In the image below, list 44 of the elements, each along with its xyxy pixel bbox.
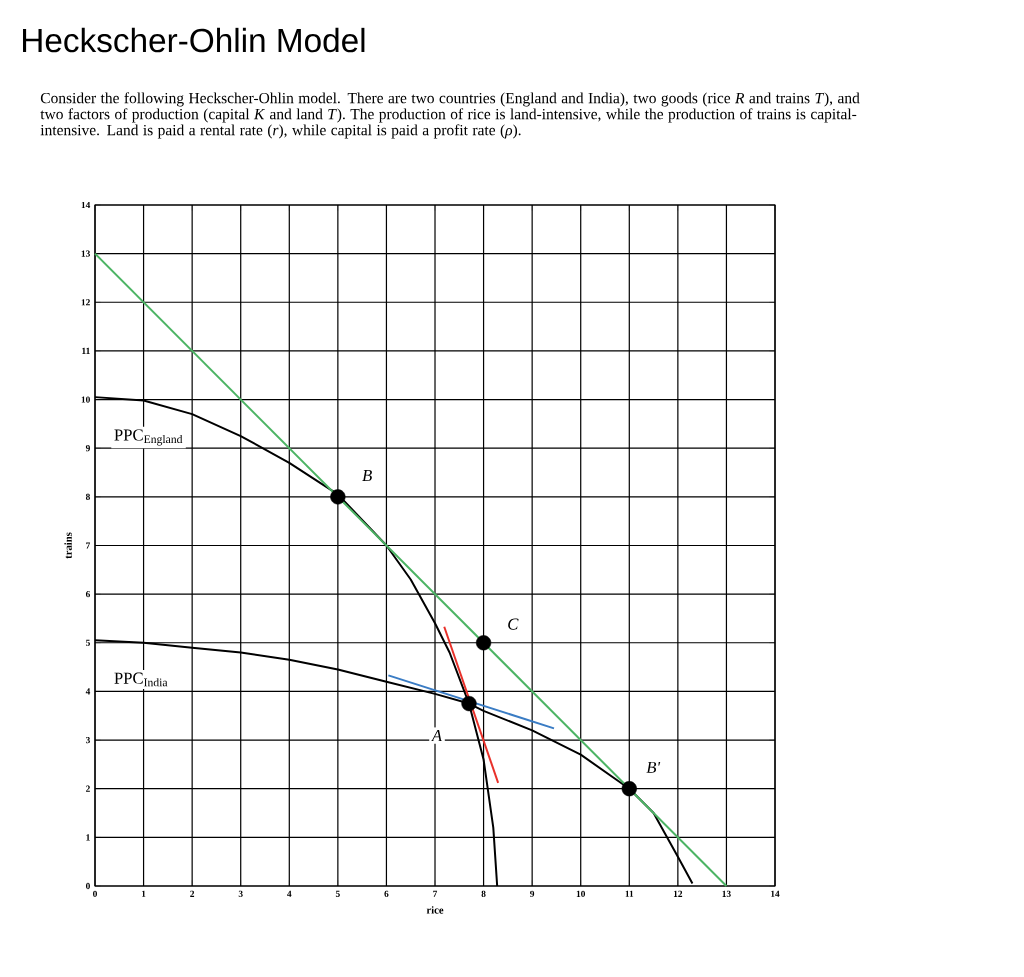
x-tick-label: 6 <box>384 890 389 897</box>
x-tick-label: 2 <box>190 890 195 897</box>
point <box>475 635 492 651</box>
y-tick-label: 2 <box>86 785 90 792</box>
y-tick-label: 1 <box>86 834 90 841</box>
x-tick-label: 1 <box>142 890 146 897</box>
y-tick-label: 9 <box>85 445 90 452</box>
y-tick-label: 3 <box>85 736 90 744</box>
x-tick-label: 10 <box>576 890 586 897</box>
x-tick-label: 14 <box>771 890 780 897</box>
series-label: PPC$_{India}$ <box>114 672 168 687</box>
x-tick-label: 8 <box>481 890 486 897</box>
y-tick-label: 10 <box>81 396 90 403</box>
point <box>621 781 637 797</box>
x-tick-label: 12 <box>673 890 683 897</box>
y-axis-title: trains <box>64 532 72 559</box>
x-tick-label: 13 <box>722 890 731 897</box>
x-tick-label: 7 <box>433 890 438 897</box>
y-tick-label: 6 <box>85 591 91 598</box>
x-tick-label: 4 <box>287 890 292 897</box>
point <box>330 489 346 505</box>
y-tick-label: 14 <box>81 201 91 209</box>
x-tick-label: 9 <box>530 890 535 897</box>
x-tick-label: 11 <box>625 890 634 897</box>
point <box>461 695 477 712</box>
annotation: B <box>362 470 372 481</box>
x-tick-label: 5 <box>335 890 340 897</box>
text: Consider the following Heckscher-Ohlin model. There are two countries (England and India), two goods (rice R and trains T), and two factors of production (capital K and land T). The production of rice is land-intensive, while the production of trains is capital-intensive. Land is paid a rental rate (r), while capital is paid a profit rate (ρ). <box>40 92 860 139</box>
annotation: C <box>508 618 519 630</box>
annotation: A <box>430 730 443 742</box>
y-tick-label: 7 <box>86 542 91 549</box>
y-tick-label: 12 <box>81 299 90 306</box>
y-tick-label: 13 <box>81 250 90 257</box>
y-tick-label: 0 <box>85 882 90 890</box>
y-tick-label: 11 <box>82 347 90 354</box>
y-tick-label: 8 <box>85 493 90 500</box>
x-tick-label: 3 <box>238 890 243 897</box>
annotation: B' <box>646 761 661 773</box>
y-tick-label: 5 <box>86 639 90 646</box>
series-label: PPC$_{England}$ <box>114 429 183 446</box>
y-tick-label: 4 <box>85 688 91 695</box>
x-axis-title: rice <box>426 906 444 914</box>
x-tick-label: 0 <box>93 890 97 897</box>
chart-title: Heckscher-Ohlin Model <box>23 27 365 53</box>
